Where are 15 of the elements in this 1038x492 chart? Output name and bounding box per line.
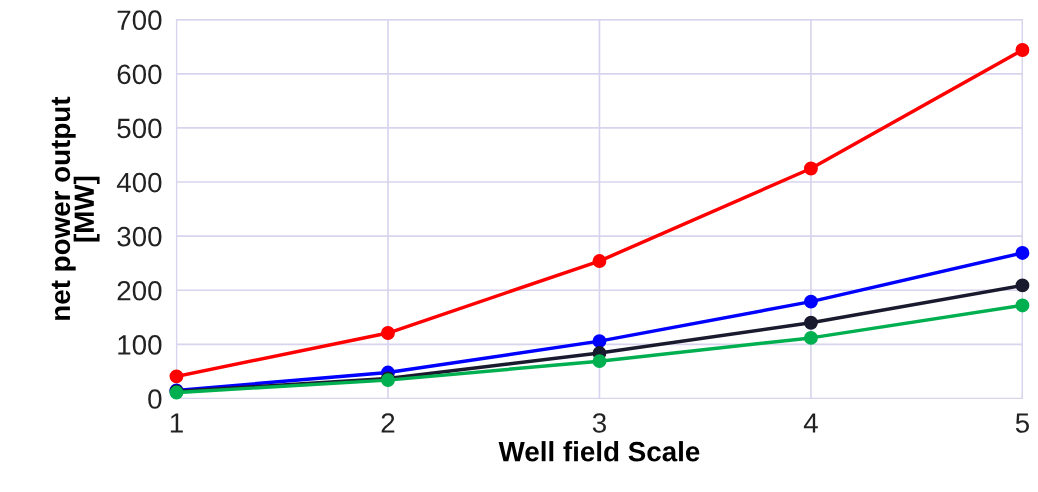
y-tick-label: 0 — [148, 389, 162, 409]
x-tick-label: 4 — [803, 413, 818, 433]
y-axis-title: net power output [MW] — [51, 96, 100, 320]
x-tick-label: 5 — [1015, 413, 1029, 433]
y-tick-label: 500 — [117, 118, 162, 139]
y-tick-label: 600 — [117, 64, 162, 85]
y-tick-label: 400 — [116, 172, 162, 193]
y-tick-label: 100 — [118, 335, 162, 355]
x-tick-label: 3 — [592, 413, 606, 433]
y-tick-label: 700 — [117, 10, 162, 31]
y-tick-label: 300 — [117, 226, 162, 247]
x-tick-label: 2 — [381, 413, 395, 433]
x-axis-title: Well field Scale — [498, 441, 700, 462]
y-tick-label: 200 — [117, 280, 162, 301]
x-tick-label: 1 — [170, 413, 183, 433]
